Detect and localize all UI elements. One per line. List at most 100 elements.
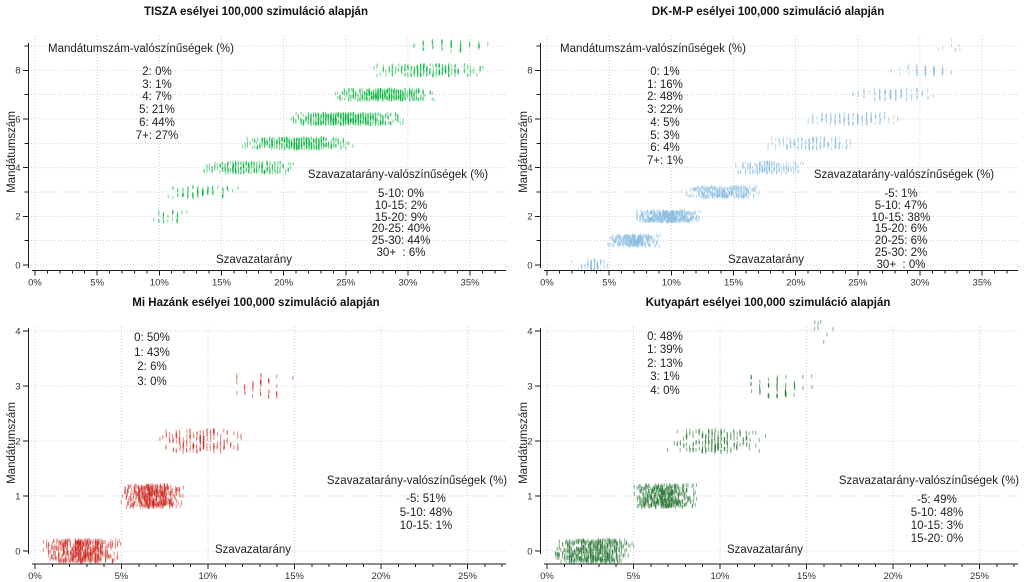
share-prob-line: 10-15: 1% <box>399 520 453 533</box>
points-band-4-seats <box>735 160 804 175</box>
share-prob-line: 20-25: 6% <box>874 235 928 248</box>
x-tick-label: 5% <box>115 571 129 582</box>
share-prob-line: -5: 51% <box>406 493 446 505</box>
y-tick-label: 2 <box>527 212 532 223</box>
x-axis-label: Szavazatarány <box>215 254 293 266</box>
points-band-4-seats <box>814 319 834 344</box>
x-tick-label: 25% <box>970 571 990 582</box>
seat-prob-line: 3: 1% <box>650 371 680 384</box>
seat-prob-line: 3: 0% <box>137 375 167 388</box>
panel-mi-hazank: 0% 5% 10% 15% 20% 25% 0 1 2 3 4 Mi Hazánk esélyei … <box>0 291 512 582</box>
seat-prob-line: 6: 44% <box>139 116 175 129</box>
points-band-0-seats <box>571 258 609 273</box>
share-prob-header: Szavazatarány-valószínűségek (%) <box>326 475 508 487</box>
seat-prob-line: 5: 21% <box>139 104 175 117</box>
points-band-2-seats <box>153 209 188 224</box>
share-prob-line: 5-10: 0% <box>377 188 425 200</box>
panel-title: Kutyapárt esélyei 100,000 szimuláció ala… <box>645 297 891 309</box>
seat-prob-header: Mandátumszám-valószínűségek (%) <box>48 43 234 55</box>
share-prob-header: Szavazatarány-valószínűségek (%) <box>813 169 995 181</box>
y-tick-label: 4 <box>527 163 532 174</box>
x-tick-label: 20% <box>371 571 391 582</box>
seat-prob-list: 0: 48% 1: 39% 2: 13% 3: 1% 4: 0% <box>545 331 785 398</box>
y-tick-label: 2 <box>15 436 20 447</box>
x-tick-label: 10% <box>198 571 218 582</box>
seat-prob-line: 1: 39% <box>647 344 683 357</box>
seat-prob-list: 0: 50% 1: 43% 2: 6% 3: 0% <box>32 331 272 389</box>
seat-prob-header: Mandátumszám-valószínűségek (%) <box>560 43 746 55</box>
points-band-2-seats <box>159 428 242 454</box>
strip-plot-tisza: 0% 5% 10% 15% 20% 25% 30% 35% 0 2 4 6 8 <box>15 36 506 289</box>
share-prob-list: -5: 51% 5-10: 48% 10-15: 1% <box>306 493 512 534</box>
y-tick-label: 8 <box>527 66 532 77</box>
seat-prob-line: 4: 5% <box>650 116 680 129</box>
points-band-8-seats <box>373 63 484 78</box>
x-tick-label: 15% <box>797 571 817 582</box>
x-tick-label: 20% <box>274 278 294 289</box>
x-axis-label: Szavazatarány <box>214 544 292 556</box>
seat-prob-line: 6: 4% <box>650 142 680 155</box>
share-prob-line: 20-25: 40% <box>371 223 431 236</box>
panel-title: Mi Hazánk esélyei 100,000 szimuláció ala… <box>132 297 380 309</box>
x-tick-label: 25% <box>458 571 478 582</box>
points-band-6-seats <box>290 111 404 127</box>
seat-prob-line: 2: 6% <box>137 361 167 374</box>
points-band-5-seats <box>767 136 852 151</box>
strip-plot-dkmp: 0% 5% 10% 15% 20% 25% 30% 35% 0 2 4 6 8 <box>527 36 1018 289</box>
x-tick-label: 35% <box>461 278 481 289</box>
points-band-1-seats <box>120 483 184 509</box>
x-tick-label: 0% <box>540 278 554 289</box>
seat-prob-line: 4: 7% <box>142 91 172 104</box>
x-tick-label: 5% <box>627 571 641 582</box>
seat-prob-line: 7+: 1% <box>646 154 684 167</box>
share-prob-header: Szavazatarány-valószínűségek (%) <box>307 169 489 181</box>
share-prob-line: 10-15: 3% <box>910 520 964 532</box>
x-tick-label: 15% <box>724 278 744 289</box>
seat-prob-line: 3: 1% <box>142 78 172 91</box>
y-axis-label: Mandátumszám <box>518 111 530 193</box>
points-band-0-seats <box>554 538 635 564</box>
y-tick-label: 2 <box>527 436 532 447</box>
seat-prob-line: 0: 50% <box>134 332 170 344</box>
y-tick-label: 4 <box>15 326 20 337</box>
seat-prob-line: 4: 0% <box>650 384 680 397</box>
seat-prob-line: 0: 48% <box>647 331 683 343</box>
share-prob-list: -5: 1% 5-10: 47% 10-15: 38% 15-20: 6% 20-25:… <box>781 188 1021 272</box>
share-prob-line: 5-10: 47% <box>874 199 928 212</box>
x-tick-label: 0% <box>540 571 554 582</box>
points-band-5-seats <box>241 136 354 151</box>
y-tick-label: 6 <box>15 114 20 125</box>
panel-dk-m-p: 0% 5% 10% 15% 20% 25% 30% 35% 0 2 4 6 8 DK-M-P esély… <box>512 0 1024 291</box>
seat-prob-list: 2: 0% 3: 1% 4: 7% 5: 21% 6: 44% 7+: 27% <box>37 66 277 142</box>
points-band-9-seats <box>413 38 489 53</box>
y-tick-label: 6 <box>527 114 532 125</box>
x-tick-label: 0% <box>28 571 42 582</box>
x-tick-label: 20% <box>786 278 806 289</box>
panel-kutyapart: 0% 5% 10% 15% 20% 25% 0 1 2 3 4 Kutyapárt esélyei … <box>512 291 1024 582</box>
panel-title: DK-M-P esélyei 100,000 szimuláció alapjá… <box>651 6 885 18</box>
share-prob-line: 15-20: 0% <box>910 533 964 545</box>
share-prob-header: Szavazatarány-valószínűségek (%) <box>838 475 1020 487</box>
points-band-8-seats <box>890 63 952 77</box>
points-band-6-seats <box>807 111 899 126</box>
share-prob-line: 30+ : 6% <box>376 246 426 259</box>
share-prob-line: 25-30: 2% <box>874 246 928 259</box>
seat-prob-line: 2: 48% <box>647 91 683 104</box>
seat-prob-line: 1: 43% <box>134 346 170 359</box>
seat-prob-line: 2: 0% <box>142 66 172 78</box>
seat-prob-line: 1: 16% <box>647 78 683 91</box>
points-band-1-seats <box>607 233 662 248</box>
share-prob-list: -5: 49% 5-10: 48% 10-15: 3% 15-20: 0% <box>817 494 1024 546</box>
y-tick-label: 0 <box>15 546 20 557</box>
seat-prob-line: 5: 3% <box>650 129 680 142</box>
points-band-9-seats <box>937 38 961 53</box>
x-tick-label: 0% <box>28 278 42 289</box>
y-tick-label: 4 <box>15 163 20 174</box>
y-tick-label: 3 <box>15 381 20 392</box>
share-prob-line: 5-10: 48% <box>910 507 964 519</box>
points-band-3-seats <box>167 185 239 200</box>
y-tick-label: 1 <box>527 491 532 502</box>
x-tick-label: 10% <box>710 571 730 582</box>
points-band-1-seats <box>633 483 698 509</box>
y-tick-label: 3 <box>527 381 532 392</box>
